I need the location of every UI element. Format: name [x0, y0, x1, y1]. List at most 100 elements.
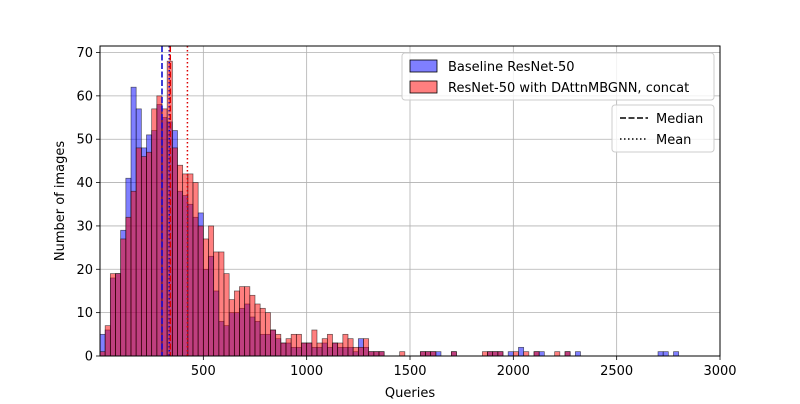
histogram-bar	[357, 346, 364, 356]
histogram-bar	[435, 351, 442, 356]
legend-swatch-baseline	[409, 59, 438, 73]
histogram-bar	[538, 351, 545, 356]
histogram-bar	[197, 225, 204, 356]
histogram-bar	[533, 351, 540, 356]
histogram-bar	[399, 351, 406, 356]
histogram-bar	[100, 351, 106, 356]
histogram-bar	[120, 238, 127, 356]
histogram-bar	[177, 164, 184, 356]
histogram-bar	[275, 333, 282, 356]
histogram-bar	[208, 225, 215, 356]
y-tick-label: 30	[76, 219, 93, 234]
histogram-bar	[218, 251, 225, 356]
histogram-bar	[368, 351, 375, 356]
histogram-bar	[140, 156, 147, 356]
y-tick-label: 40	[76, 176, 93, 191]
histogram-bar	[259, 307, 266, 356]
histogram-bar	[507, 351, 514, 356]
histogram-bar	[316, 342, 323, 356]
histogram-bar	[487, 351, 494, 356]
axis-ticks: 500 1000 1500 2000 2500 3000 0 10 20 30 40 50 60 70	[76, 46, 736, 379]
y-tick-label: 10	[76, 306, 93, 321]
histogram-bar	[192, 182, 199, 356]
x-axis-label: Queries	[385, 386, 435, 400]
histogram-bar	[187, 173, 194, 356]
histogram-bar	[135, 147, 142, 356]
histogram-bar	[213, 251, 220, 356]
x-tick-label: 1000	[290, 364, 323, 379]
histogram-bar	[115, 273, 122, 356]
histogram-bar	[270, 329, 277, 356]
histogram-bar	[554, 351, 561, 356]
histogram-bar	[161, 108, 168, 356]
histogram-bar	[254, 303, 261, 356]
stat-lines	[161, 46, 189, 356]
histogram-bar	[130, 190, 137, 356]
histogram-bar	[125, 216, 132, 356]
histogram-bar	[109, 273, 116, 356]
histogram-bar	[673, 351, 680, 356]
y-tick-label: 70	[76, 46, 93, 61]
histogram-bar	[321, 338, 328, 356]
x-tick-label: 2000	[497, 364, 530, 379]
histogram-bar	[285, 338, 292, 356]
x-tick-label: 3000	[703, 364, 736, 379]
histogram-bar	[373, 351, 380, 356]
histogram-bar	[249, 294, 256, 356]
histogram-bar	[223, 273, 230, 356]
histogram-bar	[228, 299, 235, 356]
histogram-bar	[104, 325, 111, 356]
histogram-bar	[290, 333, 297, 356]
legend-label-dattn: ResNet-50 with DAttnMBGNN, concat	[448, 81, 689, 96]
series-legend: Baseline ResNet-50 ResNet-50 with DAttnM…	[401, 52, 715, 101]
histogram-bar	[497, 351, 504, 356]
x-tick-label: 2500	[600, 364, 633, 379]
histogram-bar	[363, 338, 370, 356]
histogram-bar	[301, 342, 308, 356]
histogram-bar	[244, 286, 251, 356]
histogram-bar	[378, 351, 385, 356]
legend-swatch-dattn	[409, 80, 438, 94]
histogram-bar	[518, 346, 525, 356]
x-tick-label: 500	[191, 364, 216, 379]
histogram-bar	[347, 338, 354, 356]
histogram-bar	[295, 333, 302, 356]
y-tick-label: 20	[76, 263, 93, 278]
legend-mean-label: Mean	[656, 133, 691, 148]
histogram-bar	[662, 351, 669, 356]
histogram-bar	[337, 342, 344, 356]
legend-label-baseline: Baseline ResNet-50	[448, 60, 575, 75]
histogram-bar	[564, 351, 571, 356]
histogram-bar	[419, 351, 426, 356]
histogram-bar	[342, 333, 349, 356]
histogram-bar	[512, 351, 519, 356]
histogram-bar	[239, 286, 246, 356]
x-tick-label: 1500	[393, 364, 426, 379]
histogram-bar	[481, 351, 488, 356]
histogram-bar	[326, 333, 333, 356]
histogram-bar	[657, 351, 664, 356]
histogram-bar	[182, 173, 189, 356]
histogram-bar	[332, 342, 339, 356]
legend-median-label: Median	[656, 112, 703, 127]
histogram-bar	[264, 312, 271, 356]
stat-legend: Median Mean	[611, 104, 715, 153]
histogram-bar	[311, 329, 318, 356]
histogram-bar	[306, 342, 313, 356]
histogram-bar	[156, 95, 163, 356]
stat-legend-box	[611, 104, 715, 153]
y-tick-label: 50	[76, 133, 93, 148]
y-tick-label: 0	[85, 350, 93, 365]
histogram-bar	[352, 346, 359, 356]
histogram-bar	[202, 238, 209, 356]
histogram-bar	[146, 151, 153, 356]
histogram-bar	[523, 351, 530, 356]
histogram-bar	[171, 147, 178, 356]
histogram-bar	[233, 290, 240, 356]
histogram-bar	[430, 351, 437, 356]
histogram-bar	[425, 351, 432, 356]
histogram-bar	[574, 351, 581, 356]
bars	[100, 60, 680, 356]
